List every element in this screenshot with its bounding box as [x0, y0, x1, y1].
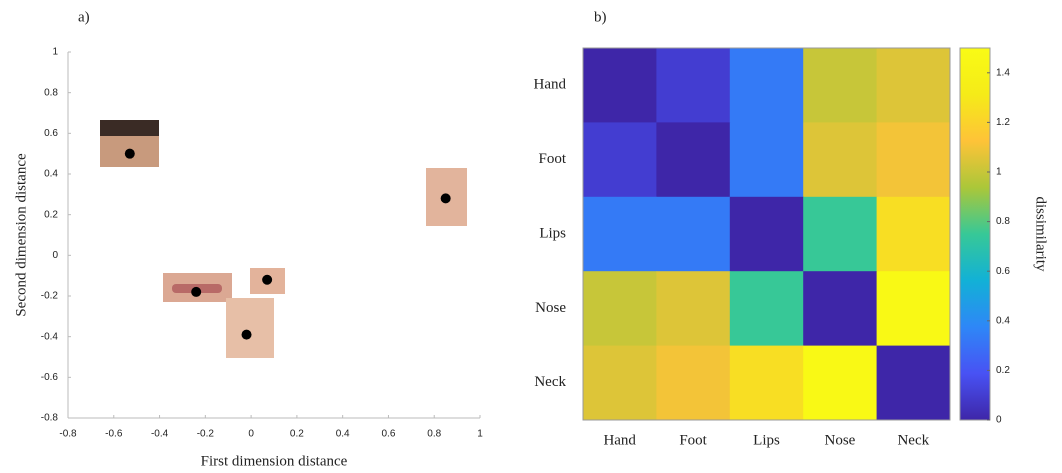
y-tick-label: 0.6 — [44, 128, 58, 139]
hand-image — [226, 298, 274, 358]
x-axis-label: First dimension distance — [201, 453, 348, 469]
y-tick-label: -0.6 — [41, 372, 59, 383]
cell — [803, 271, 877, 346]
cell — [730, 197, 804, 272]
colorbar-label: dissimilarity — [1033, 197, 1049, 273]
x-tick-label: Neck — [897, 432, 929, 448]
cell — [656, 122, 730, 197]
y-tick-label: Neck — [534, 374, 566, 390]
y-axis-label: Second dimension distance — [13, 153, 29, 317]
cell — [656, 48, 730, 123]
cell — [803, 346, 877, 421]
y-tick-label: -0.2 — [41, 291, 59, 302]
cell — [730, 122, 804, 197]
x-tick-label: 0.6 — [381, 429, 395, 440]
cell — [730, 48, 804, 123]
x-tick-label: Lips — [753, 432, 780, 448]
point — [441, 193, 451, 203]
y-tick-label: Nose — [535, 300, 566, 316]
x-tick-label: 0.2 — [290, 429, 304, 440]
x-tick-label: 0.4 — [336, 429, 350, 440]
cell — [730, 346, 804, 421]
cell — [583, 271, 657, 346]
x-tick-label: 0 — [248, 429, 254, 440]
y-tick-label: 0.4 — [44, 169, 58, 180]
y-tick-label: 0 — [52, 250, 58, 261]
point — [125, 149, 135, 159]
x-tick-label: -0.2 — [197, 429, 215, 440]
x-tick-label: Foot — [679, 432, 707, 448]
y-tick-label: -0.8 — [41, 413, 59, 424]
cell — [877, 197, 951, 272]
x-tick-label: -0.6 — [105, 429, 123, 440]
cell — [583, 346, 657, 421]
colorbar-tick-label: 0.2 — [996, 365, 1010, 376]
y-tick-label: 0.8 — [44, 87, 58, 98]
colorbar — [960, 48, 990, 420]
x-tick-label: -0.4 — [151, 429, 169, 440]
point — [262, 275, 272, 285]
x-tick-label: -0.8 — [59, 429, 77, 440]
figure: a) -0.8 -0.6 -0.4 -0.2 0 0.2 0.4 0.6 0.8 1 -0.8 -0.6… — [0, 0, 1062, 473]
cell — [583, 197, 657, 272]
panel-label: a) — [78, 9, 90, 25]
cell — [877, 346, 951, 421]
colorbar-tick-label: 1 — [996, 167, 1002, 178]
y-tick-label: Lips — [539, 225, 566, 241]
cell — [803, 48, 877, 123]
cell — [803, 122, 877, 197]
colorbar-tick-label: 0 — [996, 415, 1002, 426]
cell — [656, 197, 730, 272]
x-tick-label: 1 — [477, 429, 483, 440]
y-tick-label: Foot — [538, 151, 566, 167]
y-tick-label: 1 — [52, 47, 58, 58]
colorbar-tick-label: 0.6 — [996, 266, 1010, 277]
cell — [656, 271, 730, 346]
cell — [730, 271, 804, 346]
cell — [877, 48, 951, 123]
cell — [877, 122, 951, 197]
point — [191, 287, 201, 297]
point — [242, 330, 252, 340]
y-tick-label: -0.4 — [41, 331, 59, 342]
colorbar-tick-label: 0.8 — [996, 216, 1010, 227]
cell — [877, 271, 951, 346]
x-tick-label: Hand — [603, 432, 636, 448]
cell — [583, 48, 657, 123]
colorbar-tick-label: 1.2 — [996, 117, 1010, 128]
colorbar-tick-label: 0.4 — [996, 315, 1010, 326]
colorbar-tick-label: 1.4 — [996, 67, 1010, 78]
cell — [656, 346, 730, 421]
y-tick-label: 0.2 — [44, 209, 58, 220]
cell — [583, 122, 657, 197]
panel-label: b) — [594, 9, 607, 25]
y-tick-label: Hand — [534, 77, 567, 93]
x-tick-label: Nose — [824, 432, 855, 448]
neck-image-hair — [100, 120, 159, 136]
cell — [803, 197, 877, 272]
x-tick-label: 0.8 — [427, 429, 441, 440]
